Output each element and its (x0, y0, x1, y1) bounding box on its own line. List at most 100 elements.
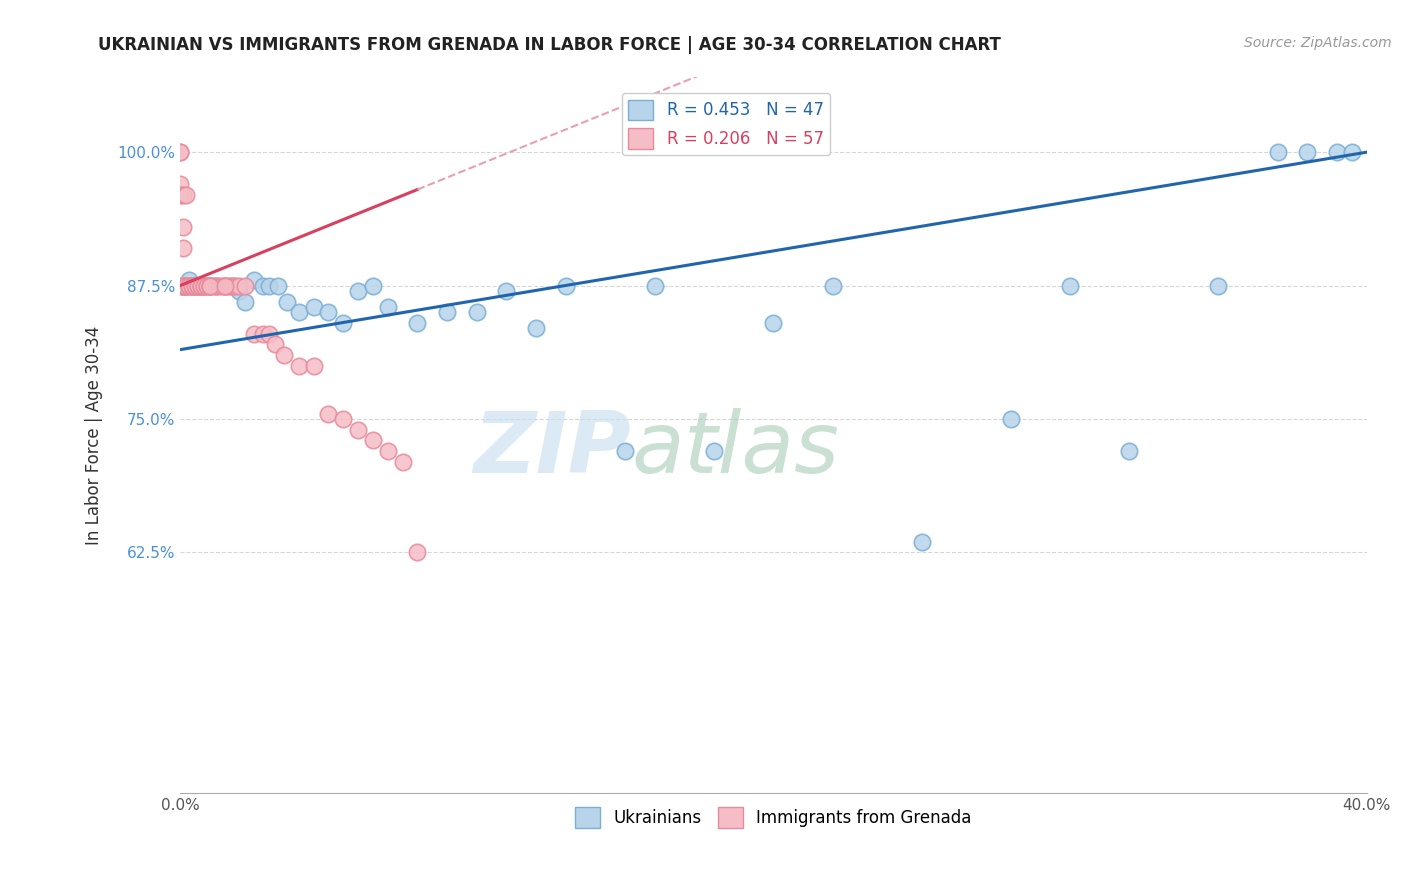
Point (821, 278, 844, 293)
Point (495, 284, 517, 298)
Point (391, 455, 413, 469)
Point (172, 278, 194, 293)
Point (524, 321, 547, 335)
Point (1208, 278, 1230, 293)
Point (214, 278, 236, 293)
Point (204, 278, 226, 293)
Point (180, 278, 202, 293)
Point (198, 278, 221, 293)
Text: UKRAINIAN VS IMMIGRANTS FROM GRENADA IN LABOR FORCE | AGE 30-34 CORRELATION CHAR: UKRAINIAN VS IMMIGRANTS FROM GRENADA IN … (98, 36, 1001, 54)
Point (252, 326, 274, 341)
Text: Source: ZipAtlas.com: Source: ZipAtlas.com (1244, 36, 1392, 50)
Point (184, 278, 207, 293)
Point (180, 278, 202, 293)
Point (217, 278, 239, 293)
Point (190, 278, 212, 293)
Point (172, 278, 194, 293)
Point (211, 278, 233, 293)
Point (243, 273, 266, 287)
Point (193, 278, 215, 293)
Text: ZIP: ZIP (474, 408, 631, 491)
Point (233, 294, 256, 309)
Point (184, 278, 207, 293)
Point (257, 326, 280, 341)
Point (554, 278, 576, 293)
Point (222, 278, 245, 293)
Point (172, 278, 194, 293)
Point (169, 278, 191, 293)
Point (190, 278, 212, 293)
Point (1341, 145, 1364, 160)
Point (302, 359, 325, 373)
Point (361, 434, 384, 448)
Point (252, 278, 274, 293)
Point (332, 412, 354, 426)
Point (174, 278, 197, 293)
Point (187, 278, 209, 293)
Point (302, 300, 325, 314)
Point (184, 278, 207, 293)
Point (361, 278, 384, 293)
Point (318, 407, 340, 421)
Point (1000, 412, 1022, 426)
Point (190, 278, 212, 293)
Point (228, 278, 250, 293)
Point (190, 278, 212, 293)
Point (174, 278, 197, 293)
Point (172, 241, 194, 255)
Point (1296, 145, 1319, 160)
Point (287, 305, 309, 319)
Point (1326, 145, 1348, 160)
Point (377, 444, 399, 458)
Point (187, 278, 209, 293)
Point (193, 278, 215, 293)
Point (264, 337, 287, 351)
Point (225, 278, 247, 293)
Point (198, 278, 221, 293)
Point (180, 278, 202, 293)
Point (465, 305, 488, 319)
Point (207, 278, 229, 293)
Point (214, 278, 236, 293)
Point (193, 278, 215, 293)
Point (177, 278, 200, 293)
Point (1118, 444, 1140, 458)
Point (332, 316, 354, 330)
Point (273, 348, 295, 362)
Point (172, 278, 194, 293)
Point (614, 444, 637, 458)
Point (198, 278, 221, 293)
Point (195, 278, 218, 293)
Point (257, 278, 280, 293)
Point (222, 278, 245, 293)
Point (1059, 278, 1081, 293)
Point (318, 305, 340, 319)
Point (172, 187, 194, 202)
Point (762, 316, 785, 330)
Point (644, 278, 666, 293)
Point (169, 187, 191, 202)
Point (703, 444, 725, 458)
Point (169, 177, 191, 191)
Point (243, 326, 266, 341)
Point (172, 219, 194, 234)
Point (347, 284, 370, 298)
Text: atlas: atlas (631, 408, 839, 491)
Point (187, 278, 209, 293)
Point (214, 278, 236, 293)
Point (174, 278, 197, 293)
Point (228, 284, 250, 298)
Point (406, 545, 429, 559)
Point (169, 145, 191, 160)
Point (233, 278, 256, 293)
Point (267, 278, 290, 293)
Point (911, 534, 934, 549)
Y-axis label: In Labor Force | Age 30-34: In Labor Force | Age 30-34 (86, 326, 103, 545)
Legend: Ukrainians, Immigrants from Grenada: Ukrainians, Immigrants from Grenada (568, 801, 979, 834)
Point (204, 278, 226, 293)
Point (177, 273, 200, 287)
Point (377, 300, 399, 314)
Point (198, 278, 221, 293)
Point (347, 423, 370, 437)
Point (287, 359, 309, 373)
